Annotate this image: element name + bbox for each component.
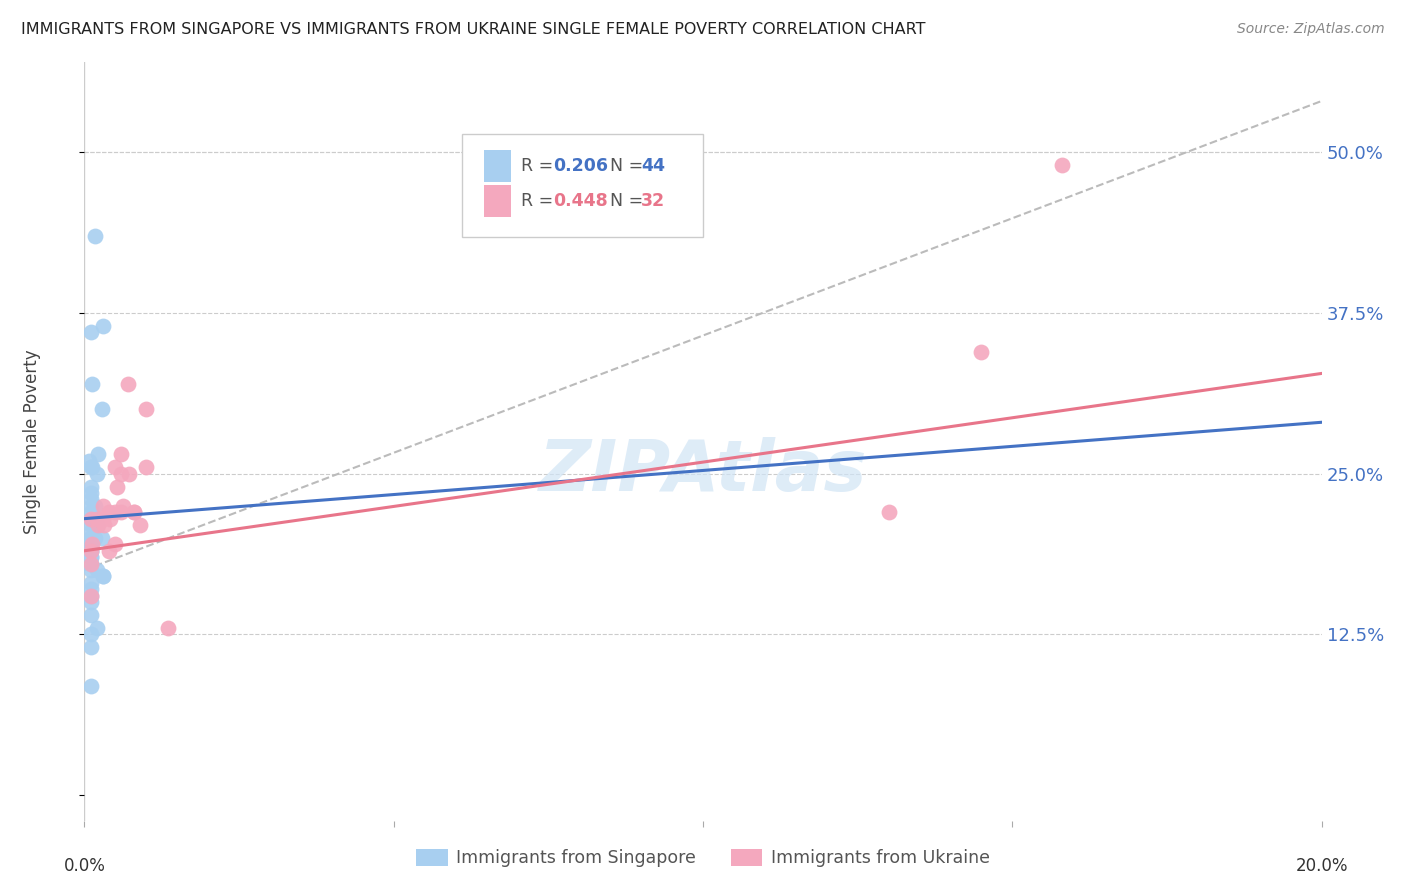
Point <box>80 460 103 475</box>
Point <box>80 537 103 551</box>
Point <box>79 492 101 507</box>
Point <box>104 460 127 475</box>
Text: 32: 32 <box>641 192 665 211</box>
Point <box>86 563 108 577</box>
Point <box>84 228 107 243</box>
Point <box>86 621 108 635</box>
FancyBboxPatch shape <box>461 135 703 236</box>
Point <box>91 569 114 583</box>
Point <box>129 518 152 533</box>
Point <box>86 467 108 481</box>
Point <box>110 447 132 461</box>
Point <box>79 505 101 519</box>
Point <box>79 479 101 493</box>
Point <box>90 402 112 417</box>
Point <box>79 511 101 525</box>
Text: 20.0%: 20.0% <box>1295 856 1348 875</box>
Point <box>79 640 101 655</box>
Point <box>79 595 101 609</box>
Y-axis label: Single Female Poverty: Single Female Poverty <box>22 350 41 533</box>
Point <box>79 524 101 539</box>
Text: 0.206: 0.206 <box>554 157 609 176</box>
Point <box>79 607 101 622</box>
Text: R =: R = <box>522 192 558 211</box>
Point <box>79 679 101 693</box>
Point <box>79 543 101 558</box>
Point <box>111 499 134 513</box>
Text: N =: N = <box>610 157 650 176</box>
Point <box>93 518 115 533</box>
Point <box>79 518 101 533</box>
Point <box>79 582 101 597</box>
Point <box>156 621 179 635</box>
Point <box>110 505 132 519</box>
Point <box>91 499 114 513</box>
Point <box>86 511 108 525</box>
Point <box>98 511 121 525</box>
Point <box>877 505 900 519</box>
Point <box>1050 158 1073 172</box>
Point <box>79 326 101 340</box>
Point <box>84 499 107 513</box>
Point <box>970 344 993 359</box>
Point <box>79 589 101 603</box>
Point <box>79 563 101 577</box>
FancyBboxPatch shape <box>484 151 512 182</box>
Point <box>98 543 121 558</box>
Point <box>79 543 101 558</box>
Point <box>80 376 103 391</box>
Point <box>79 454 101 468</box>
Legend: Immigrants from Singapore, Immigrants from Ukraine: Immigrants from Singapore, Immigrants fr… <box>409 842 997 874</box>
Point <box>135 402 157 417</box>
Point <box>79 550 101 565</box>
Point <box>122 505 145 519</box>
Point <box>79 543 101 558</box>
Point <box>79 499 101 513</box>
Point <box>105 479 128 493</box>
Text: IMMIGRANTS FROM SINGAPORE VS IMMIGRANTS FROM UKRAINE SINGLE FEMALE POVERTY CORRE: IMMIGRANTS FROM SINGAPORE VS IMMIGRANTS … <box>21 22 925 37</box>
Point <box>110 467 132 481</box>
Point <box>79 531 101 545</box>
Point <box>79 627 101 641</box>
FancyBboxPatch shape <box>484 186 512 217</box>
Point <box>87 447 110 461</box>
Point <box>98 505 121 519</box>
Text: R =: R = <box>522 157 558 176</box>
Point <box>87 518 110 533</box>
Point <box>79 460 101 475</box>
Text: 44: 44 <box>641 157 665 176</box>
Point <box>79 557 101 571</box>
Point <box>79 486 101 500</box>
Point <box>79 531 101 545</box>
Point <box>118 467 141 481</box>
Point <box>104 505 127 519</box>
Text: Source: ZipAtlas.com: Source: ZipAtlas.com <box>1237 22 1385 37</box>
Point <box>84 531 107 545</box>
Point <box>104 537 127 551</box>
Point <box>91 511 114 525</box>
Text: 0.0%: 0.0% <box>63 856 105 875</box>
Point <box>90 531 112 545</box>
Point <box>117 376 139 391</box>
Point <box>135 460 157 475</box>
Point <box>91 569 114 583</box>
Point <box>79 550 101 565</box>
Text: ZIPAtlas: ZIPAtlas <box>538 437 868 507</box>
Point <box>122 505 145 519</box>
Point <box>79 589 101 603</box>
Point <box>79 575 101 590</box>
Point <box>91 318 114 333</box>
Point <box>79 557 101 571</box>
Point <box>79 537 101 551</box>
Text: N =: N = <box>610 192 650 211</box>
Point <box>86 518 108 533</box>
Text: 0.448: 0.448 <box>554 192 607 211</box>
Point <box>79 537 101 551</box>
Point <box>79 511 101 525</box>
